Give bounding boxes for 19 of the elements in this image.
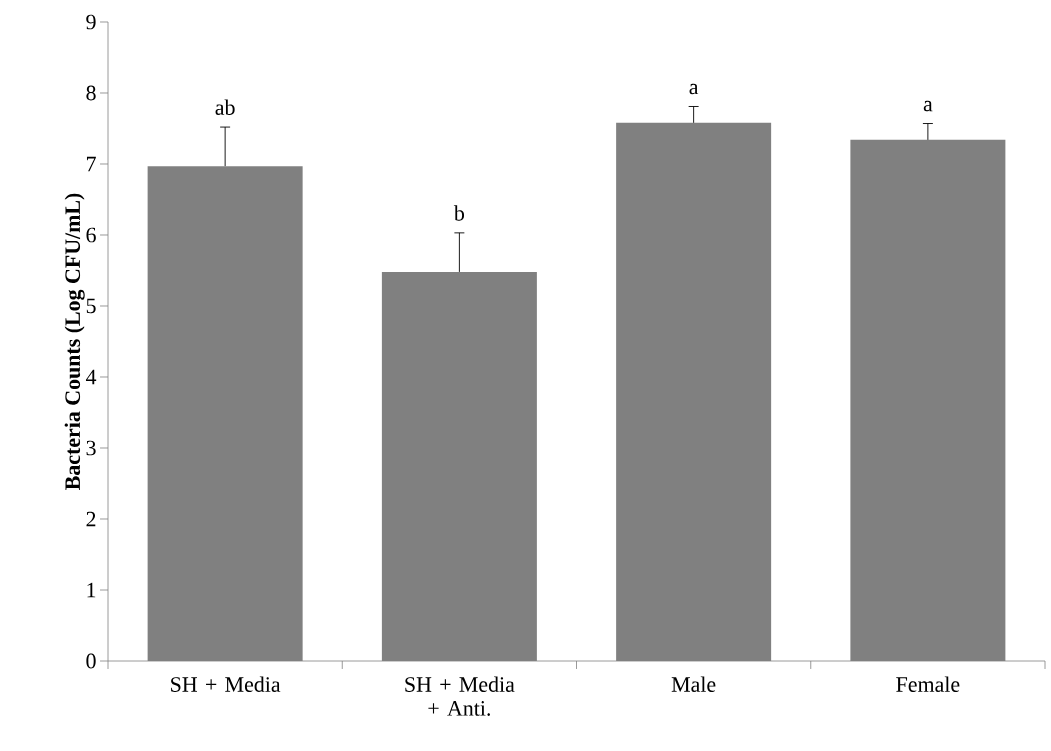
- y-axis-title: Bacteria Counts (Log CFU/mL): [64, 193, 85, 490]
- y-tick-label: 2: [86, 511, 96, 527]
- y-tick-label: 4: [85, 369, 97, 385]
- y-tick-label: 5: [86, 298, 96, 314]
- y-tick-label: 3: [86, 440, 96, 456]
- annotation: a: [923, 100, 933, 112]
- y-tick-label: 8: [86, 85, 96, 101]
- x-tick-label: SH + Media: [171, 676, 281, 692]
- x-tick-label: Male: [671, 676, 716, 692]
- annotation: b: [453, 205, 465, 221]
- y-tick-label: 6: [86, 227, 96, 243]
- y-tick-label: 9: [86, 14, 96, 30]
- x-tick-label: SH + Media + Anti.: [405, 676, 515, 716]
- y-tick-label: 7: [86, 156, 96, 172]
- annotation: ab: [215, 99, 235, 115]
- annotation: a: [689, 83, 699, 95]
- y-tick-label: 1: [87, 582, 96, 598]
- y-tick-label: 0: [86, 653, 96, 669]
- x-tick-label: Female: [896, 676, 960, 692]
